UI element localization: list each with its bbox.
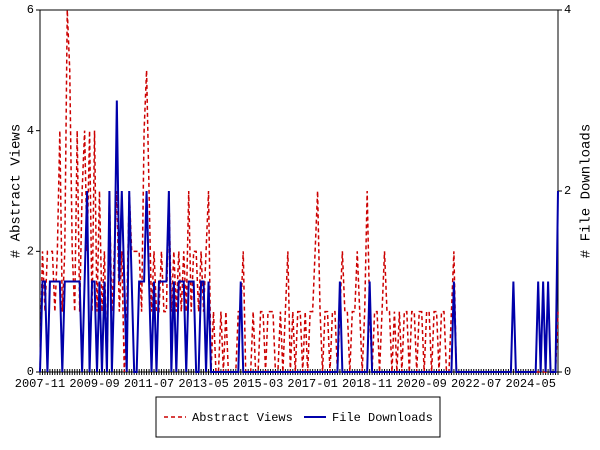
x-tick-label: 2020-09 bbox=[396, 377, 446, 391]
x-tick-label: 2022-07 bbox=[451, 377, 501, 391]
y2-axis-title: # File Downloads bbox=[579, 124, 595, 258]
y2-tick-label: 4 bbox=[564, 3, 571, 17]
y-tick-label: 4 bbox=[27, 124, 34, 138]
y-axis-title: # Abstract Views bbox=[9, 124, 25, 258]
x-tick-label: 2018-11 bbox=[342, 377, 392, 391]
series-line bbox=[39, 100, 559, 373]
x-tick-label: 2015-03 bbox=[233, 377, 283, 391]
legend-box bbox=[155, 396, 441, 438]
x-tick-label: 2009-09 bbox=[69, 377, 119, 391]
legend-label: Abstract Views bbox=[192, 411, 293, 425]
y-tick-label: 2 bbox=[27, 245, 34, 259]
y2-tick-label: 0 bbox=[564, 365, 571, 379]
y-tick-label: 0 bbox=[27, 365, 34, 379]
y-tick-label: 6 bbox=[27, 3, 34, 17]
x-tick-label: 2017-01 bbox=[287, 377, 337, 391]
y2-tick-label: 2 bbox=[564, 184, 571, 198]
x-tick-label: 2024-05 bbox=[506, 377, 556, 391]
x-tick-label: 2011-07 bbox=[124, 377, 174, 391]
legend-label: File Downloads bbox=[332, 411, 433, 425]
x-tick-label: 2007-11 bbox=[15, 377, 65, 391]
x-tick-label: 2013-05 bbox=[178, 377, 228, 391]
